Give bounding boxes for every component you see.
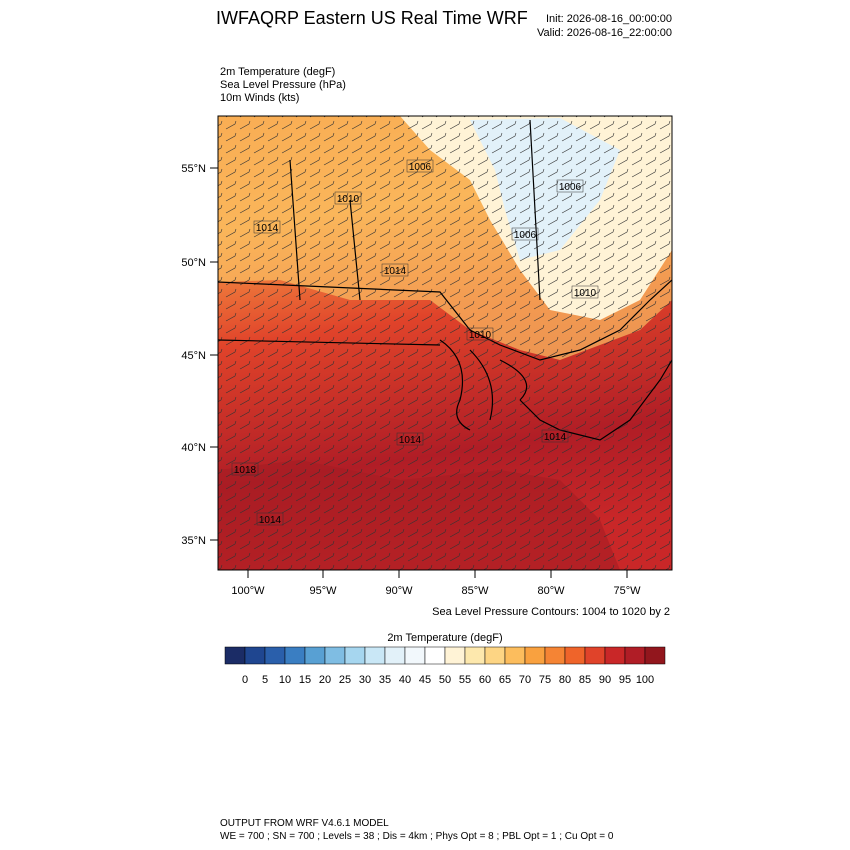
contour-label-box [511, 227, 539, 241]
colorbar-tick-label: 40 [399, 674, 411, 686]
borders [218, 119, 672, 441]
contour-label: 1006 [409, 162, 432, 173]
map: 1006 1010 1014 1014 1006 1006 1010 1010 1014 1014… [218, 116, 672, 570]
colorbar-tick-label: 100 [636, 674, 654, 686]
colorbar-swatch [644, 646, 666, 665]
colorbar-swatch [264, 646, 286, 665]
contour-label-box [406, 159, 434, 173]
colorbar-swatch [344, 646, 366, 665]
colorbar-tick-label: 5 [262, 674, 268, 686]
footer-line: OUTPUT FROM WRF V4.6.1 MODEL [220, 818, 389, 829]
colorbar-tick-label: 70 [519, 674, 531, 686]
colorbar-swatch [304, 646, 326, 665]
colorbar-tick-label: 75 [539, 674, 551, 686]
contour-label-box [253, 220, 281, 234]
lon-label: 75°W [613, 585, 641, 597]
contour-label: 1014 [544, 432, 567, 443]
lat-label: 40°N [181, 442, 206, 454]
colorbar-swatch [384, 646, 406, 665]
colorbar-swatch [544, 646, 566, 665]
field-label: 10m Winds (kts) [220, 92, 299, 104]
title: IWFAQRP Eastern US Real Time WRF [216, 8, 528, 28]
colorbar-swatch [484, 646, 506, 665]
colorbar-tick-label: 0 [242, 674, 248, 686]
contour-label-box [256, 512, 284, 526]
contour-label: 1014 [384, 266, 407, 277]
colorbar-tick-label: 50 [439, 674, 451, 686]
lon-label: 90°W [385, 585, 413, 597]
colorbar-tick-label: 25 [339, 674, 351, 686]
contour-label-box [334, 191, 362, 205]
colorbar-swatch [444, 646, 466, 665]
lon-label: 80°W [537, 585, 565, 597]
colorbar-tick-label: 15 [299, 674, 311, 686]
contour-label-box [381, 263, 409, 277]
colorbar-tick-label: 35 [379, 674, 391, 686]
map-frame [217, 115, 673, 571]
contour-label: 1010 [337, 194, 360, 205]
colorbar-swatch [604, 646, 626, 665]
footer-line: WE = 700 ; SN = 700 ; Levels = 38 ; Dis … [220, 831, 614, 842]
contour-label-box [541, 429, 569, 443]
colorbar-swatch [324, 646, 346, 665]
contour-label: 1006 [514, 230, 537, 241]
colorbar-tick-label: 20 [319, 674, 331, 686]
contour-label-box [466, 327, 494, 341]
colorbar-swatch [624, 646, 646, 665]
colorbar-swatch [244, 646, 266, 665]
contour-label-box [231, 462, 259, 476]
contour-label-box [396, 432, 424, 446]
contour-label-box [571, 285, 599, 299]
lat-label: 50°N [181, 257, 206, 269]
colorbar-swatch [404, 646, 426, 665]
init-time: Init: 2026-08-16_00:00:00 [546, 13, 672, 25]
colorbar-tick-label: 90 [599, 674, 611, 686]
lat-label: 45°N [181, 350, 206, 362]
contour-label: 1014 [399, 435, 422, 446]
colorbar-tick-label: 65 [499, 674, 511, 686]
valid-time: Valid: 2026-08-16_22:00:00 [537, 27, 672, 39]
colorbar-swatch [524, 646, 546, 665]
contour-label: 1018 [234, 465, 257, 476]
colorbar-tick-label: 60 [479, 674, 491, 686]
colorbar-swatch [224, 646, 246, 665]
colorbar-swatch [284, 646, 306, 665]
contour-label: 1014 [256, 223, 279, 234]
colorbar-swatch [584, 646, 606, 665]
colorbar-swatch [464, 646, 486, 665]
colorbar-tick-label: 45 [419, 674, 431, 686]
colorbar-tick-label: 55 [459, 674, 471, 686]
contour-label: 1010 [469, 330, 492, 341]
contour-label: 1010 [574, 288, 597, 299]
colorbar-swatch [364, 646, 386, 665]
lat-label: 35°N [181, 535, 206, 547]
colorbar-tick-label: 80 [559, 674, 571, 686]
colorbar-swatch [504, 646, 526, 665]
lon-label: 100°W [231, 585, 265, 597]
contour-label: 1014 [259, 515, 282, 526]
lon-label: 95°W [309, 585, 337, 597]
colorbar-tick-label: 85 [579, 674, 591, 686]
colorbar-title: 2m Temperature (degF) [387, 632, 502, 644]
contour-note: Sea Level Pressure Contours: 1004 to 102… [432, 606, 670, 618]
colorbar-tick-label: 95 [619, 674, 631, 686]
colorbar-tick-label: 30 [359, 674, 371, 686]
colorbar-swatch [564, 646, 586, 665]
contour-label: 1006 [559, 182, 582, 193]
colorbar-tick-label: 10 [279, 674, 291, 686]
lat-label: 55°N [181, 163, 206, 175]
field-label: 2m Temperature (degF) [220, 66, 335, 78]
colorbar-swatch [424, 646, 446, 665]
field-label: Sea Level Pressure (hPa) [220, 79, 346, 91]
contour-label-box [556, 179, 584, 193]
lon-label: 85°W [461, 585, 489, 597]
